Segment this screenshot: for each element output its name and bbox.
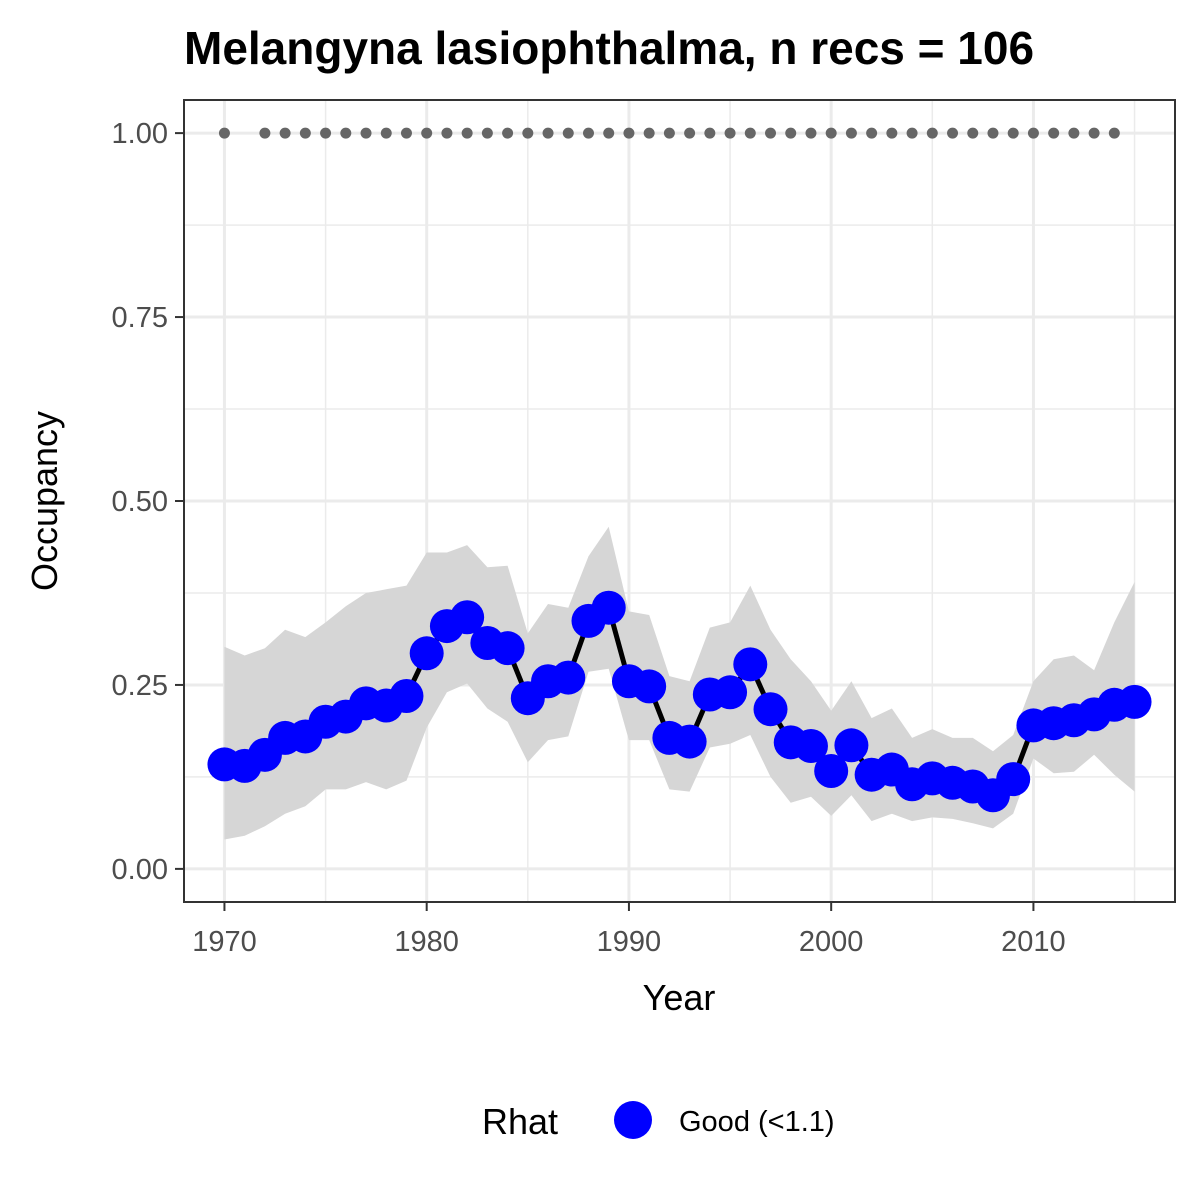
occupancy-point <box>409 636 444 671</box>
record-dot <box>785 127 797 139</box>
y-tick-label: 0.25 <box>112 670 168 702</box>
record-dot <box>805 127 817 139</box>
record-dot <box>562 127 574 139</box>
record-dot <box>299 127 311 139</box>
x-tick-label: 1990 <box>597 926 662 958</box>
record-dot <box>542 127 554 139</box>
x-tick-label: 2010 <box>1001 926 1066 958</box>
x-axis-label: Year <box>643 977 716 1018</box>
record-dot <box>259 127 271 139</box>
record-dot <box>481 127 493 139</box>
record-dots <box>218 127 1120 139</box>
occupancy-point <box>591 590 626 625</box>
x-tick-label: 1980 <box>394 926 459 958</box>
occupancy-point <box>450 600 485 635</box>
record-dot <box>765 127 777 139</box>
occupancy-points <box>207 590 1152 813</box>
record-dot <box>320 127 332 139</box>
record-dot <box>421 127 433 139</box>
legend: Rhat Good (<1.1) <box>482 1101 835 1142</box>
occupancy-point <box>672 724 707 759</box>
occupancy-point <box>551 660 586 695</box>
x-tick-label: 1970 <box>192 926 257 958</box>
x-axis: 1970 1980 1990 2000 2010 <box>192 902 1066 958</box>
record-dot <box>967 127 979 139</box>
record-dot <box>582 127 594 139</box>
record-dot <box>906 127 918 139</box>
occupancy-point <box>733 647 768 682</box>
record-dot <box>502 127 514 139</box>
record-dot <box>684 127 696 139</box>
record-dot <box>441 127 453 139</box>
record-dot <box>1048 127 1060 139</box>
record-dot <box>643 127 655 139</box>
occupancy-point <box>632 669 667 704</box>
record-dot <box>825 127 837 139</box>
record-dot <box>360 127 372 139</box>
y-axis-label: Occupancy <box>24 411 65 591</box>
record-dot <box>926 127 938 139</box>
legend-title: Rhat <box>482 1101 558 1142</box>
record-dot <box>380 127 392 139</box>
y-tick-label: 0.75 <box>112 302 168 334</box>
record-dot <box>724 127 736 139</box>
record-dot <box>1108 127 1120 139</box>
record-dot <box>218 127 230 139</box>
legend-swatch-good <box>614 1101 652 1139</box>
record-dot <box>947 127 959 139</box>
occupancy-point <box>490 631 525 666</box>
confidence-ribbon <box>224 526 1135 840</box>
x-tick-label: 2000 <box>799 926 864 958</box>
y-tick-label: 0.50 <box>112 486 168 518</box>
occupancy-point <box>834 728 869 763</box>
record-dot <box>279 127 291 139</box>
record-dot <box>1007 127 1019 139</box>
occupancy-point <box>389 678 424 713</box>
record-dot <box>1027 127 1039 139</box>
record-dot <box>1088 127 1100 139</box>
occupancy-point <box>713 675 748 710</box>
record-dot <box>744 127 756 139</box>
record-dot <box>400 127 412 139</box>
plot-panel <box>183 99 1176 903</box>
legend-label-good: Good (<1.1) <box>679 1106 835 1138</box>
chart-title: Melangyna lasiophthalma, n recs = 106 <box>184 22 1034 74</box>
record-dot <box>603 127 615 139</box>
occupancy-point <box>1117 684 1152 719</box>
y-axis: 0.00 0.25 0.50 0.75 1.00 <box>112 118 184 886</box>
record-dot <box>987 127 999 139</box>
y-tick-label: 0.00 <box>112 854 168 886</box>
record-dot <box>845 127 857 139</box>
y-tick-label: 1.00 <box>112 118 168 150</box>
record-dot <box>623 127 635 139</box>
record-dot <box>886 127 898 139</box>
record-dot <box>1068 127 1080 139</box>
record-dot <box>461 127 473 139</box>
record-dot <box>704 127 716 139</box>
record-dot <box>663 127 675 139</box>
occupancy-point <box>753 692 788 727</box>
record-dot <box>340 127 352 139</box>
occupancy-point <box>814 754 849 789</box>
record-dot <box>866 127 878 139</box>
occupancy-point <box>996 762 1031 797</box>
occupancy-point <box>793 729 828 764</box>
record-dot <box>522 127 534 139</box>
